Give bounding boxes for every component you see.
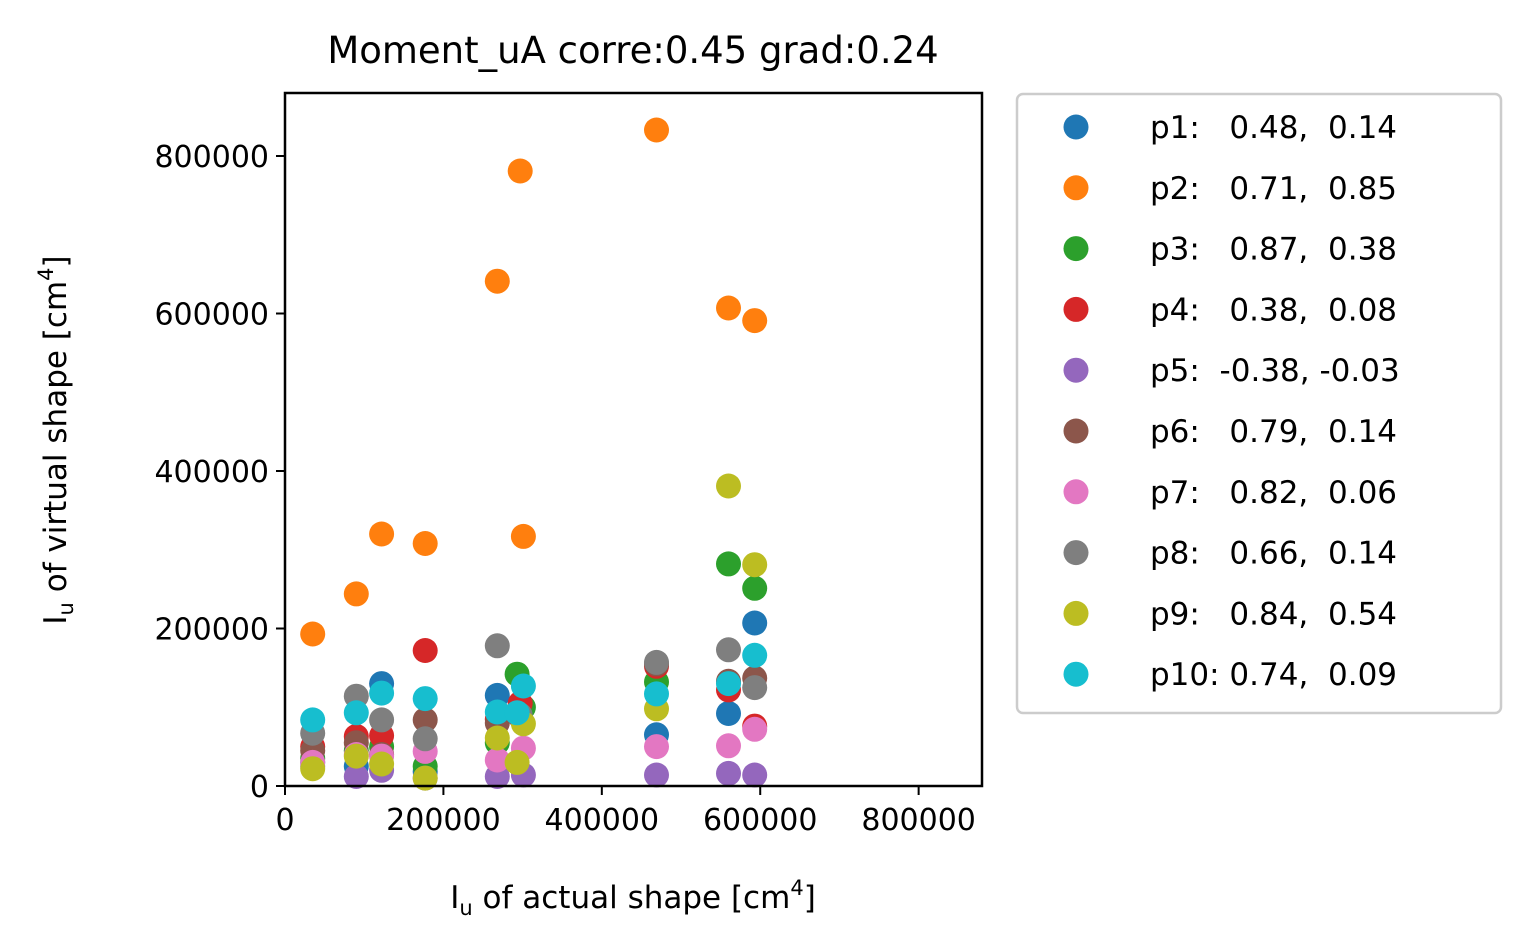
legend-marker-p4 <box>1063 296 1089 322</box>
point-p7-7 <box>644 734 669 760</box>
legend: p1: 0.48, 0.14 p2: 0.71, 0.85 p3: 0.87, 0.… <box>1015 92 1503 715</box>
point-p10-7 <box>510 673 536 699</box>
x-tick-label: 600000 <box>703 803 818 838</box>
legend-label-p9: p9: 0.84, 0.54 <box>1150 596 1397 632</box>
y-axis-label-end: ] <box>38 255 74 267</box>
point-p10-8 <box>644 681 669 707</box>
svg-text:Iu of actual shape [cm4]: Iu of actual shape [cm4] <box>450 876 816 920</box>
legend-marker-p3 <box>1063 236 1089 262</box>
point-p8-9 <box>742 675 768 701</box>
y-tick-label: 0 <box>250 770 269 805</box>
x-tick-label: 400000 <box>545 803 660 838</box>
point-p7-8 <box>716 733 741 759</box>
x-tick-label: 800000 <box>861 803 976 838</box>
y-tick-label: 400000 <box>154 455 269 490</box>
point-p8-5 <box>484 633 510 659</box>
legend-label-p4: p4: 0.38, 0.08 <box>1150 292 1397 328</box>
plot-area: 0 200000 400000 600000 800000 0 200000 400000 60… <box>154 91 984 838</box>
legend-label-p8: p8: 0.66, 0.14 <box>1150 536 1397 572</box>
point-p2-9 <box>716 295 741 321</box>
y-tick-label: 200000 <box>154 613 269 648</box>
point-p10-4 <box>412 686 438 712</box>
point-p3-10 <box>742 575 768 601</box>
point-p8-8 <box>716 637 741 663</box>
point-p9-9 <box>716 473 741 499</box>
point-p10-6 <box>504 700 530 726</box>
point-p7-5 <box>484 747 510 773</box>
point-p10-10 <box>742 642 768 668</box>
y-axis-label: Iu of virtual shape [cm4] <box>34 255 78 624</box>
point-p7-9 <box>742 716 768 742</box>
point-p10-5 <box>484 699 510 725</box>
point-p10-1 <box>300 707 326 733</box>
point-p10-2 <box>343 700 369 726</box>
legend-marker-p1 <box>1063 114 1089 140</box>
legend-marker-p9 <box>1063 600 1089 626</box>
point-p3-9 <box>716 551 741 577</box>
point-p6-4 <box>412 707 438 733</box>
point-p2-10 <box>742 308 768 334</box>
point-p9-2 <box>343 743 369 769</box>
point-p9-5 <box>484 725 510 751</box>
legend-label-p10: p10: 0.74, 0.09 <box>1150 657 1397 693</box>
point-p10-9 <box>716 671 741 697</box>
point-p5-2 <box>343 764 369 789</box>
legend-label-p6: p6: 0.79, 0.14 <box>1150 414 1397 450</box>
legend-label-p2: p2: 0.71, 0.85 <box>1150 171 1397 207</box>
legend-label-p5: p5: -0.38, -0.03 <box>1150 353 1400 389</box>
point-p2-2 <box>343 581 369 607</box>
x-axis-label-mid: of actual shape [cm <box>473 880 791 916</box>
legend-frame <box>1015 92 1503 715</box>
legend-marker-p2 <box>1063 175 1089 201</box>
x-axis-label: Iu of actual shape [cm4] <box>450 876 816 920</box>
point-p8-7 <box>644 649 669 675</box>
point-p9-3 <box>369 751 395 777</box>
point-p8-4 <box>412 726 438 752</box>
y-axis-label-sub: u <box>54 602 78 615</box>
x-tick-label: 0 <box>275 803 294 838</box>
point-p9-4 <box>412 765 438 791</box>
x-axis-label-base: I <box>450 880 459 916</box>
y-axis-label-sup: 4 <box>34 267 58 280</box>
point-p2-7 <box>510 523 536 549</box>
point-p5-9 <box>742 762 768 788</box>
data-points <box>300 117 768 791</box>
point-p2-4 <box>412 531 438 556</box>
legend-marker-p10 <box>1063 661 1089 687</box>
legend-marker-p6 <box>1063 418 1089 444</box>
point-p8-3 <box>369 707 395 733</box>
y-tick-label: 600000 <box>154 298 269 333</box>
point-p9-6 <box>504 749 530 775</box>
point-p4-4 <box>412 638 438 663</box>
point-p9-10 <box>742 552 768 578</box>
point-p2-8 <box>644 117 669 143</box>
point-p2-6 <box>507 158 533 184</box>
y-axis-label-base: I <box>38 615 74 624</box>
legend-label-p1: p1: 0.48, 0.14 <box>1150 110 1397 146</box>
x-axis-label-sup: 4 <box>790 876 803 900</box>
point-p5-7 <box>644 762 669 788</box>
chart-title: Moment_uA corre:0.45 grad:0.24 <box>327 29 938 72</box>
point-p2-5 <box>484 268 510 294</box>
point-p1-9 <box>742 610 768 636</box>
x-axis-label-end: ] <box>804 880 816 916</box>
legend-marker-p8 <box>1063 540 1089 566</box>
point-p2-1 <box>300 621 326 647</box>
axes-frame <box>283 91 984 788</box>
svg-text:Iu of virtual shape [cm4]: Iu of virtual shape [cm4] <box>34 255 78 624</box>
legend-label-p7: p7: 0.82, 0.06 <box>1150 475 1397 511</box>
x-axis-label-sub: u <box>459 896 472 920</box>
y-axis-label-mid: of virtual shape [cm <box>38 281 74 602</box>
point-p10-3 <box>369 680 395 706</box>
point-p9-1 <box>300 756 326 782</box>
point-p5-8 <box>716 760 741 786</box>
legend-marker-p7 <box>1063 479 1089 505</box>
legend-marker-p5 <box>1063 357 1089 383</box>
point-p2-3 <box>369 521 395 547</box>
point-p1-8 <box>716 701 741 726</box>
legend-label-p3: p3: 0.87, 0.38 <box>1150 232 1397 268</box>
x-tick-label: 200000 <box>386 803 501 838</box>
y-tick-label: 800000 <box>154 140 269 175</box>
